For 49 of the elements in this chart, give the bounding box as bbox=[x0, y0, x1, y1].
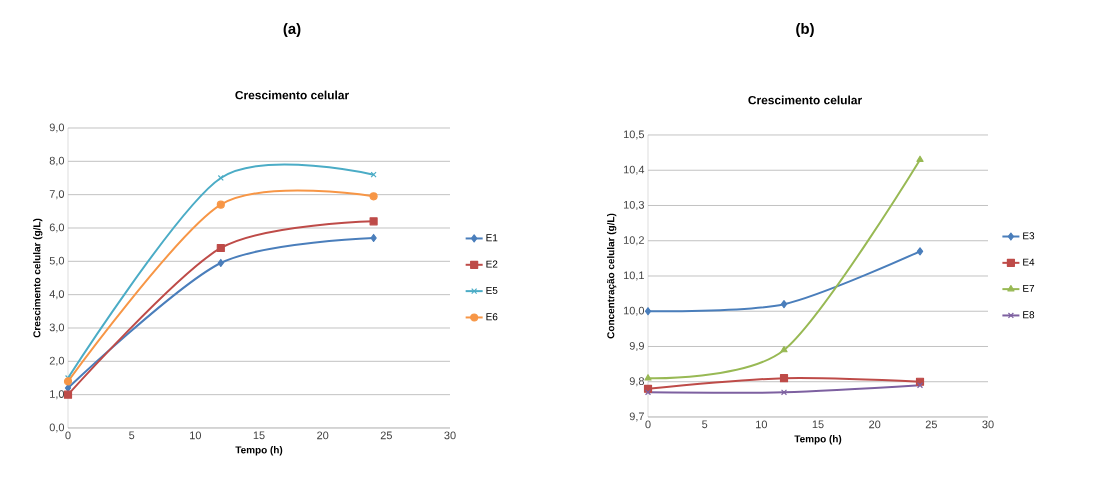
chart-title: (b) bbox=[796, 23, 814, 37]
y-tick-label: 7,0 bbox=[49, 190, 65, 200]
x-tick-label: 20 bbox=[317, 431, 329, 440]
y-tick-label: 10,0 bbox=[623, 306, 645, 316]
y-tick-label: 8,0 bbox=[49, 156, 65, 166]
y-tick-label: 3,0 bbox=[49, 323, 65, 333]
x-tick-label: 25 bbox=[925, 420, 937, 429]
y-tick-label: 10,2 bbox=[623, 236, 644, 246]
y-tick-label: 1,0 bbox=[50, 390, 65, 400]
y-tick-label: 9,0 bbox=[49, 123, 65, 133]
x-tick-label: 0 bbox=[645, 420, 651, 429]
x-tick-label: 30 bbox=[444, 431, 456, 440]
legend-label: E2 bbox=[486, 260, 498, 268]
y-tick-label: 2,0 bbox=[49, 356, 65, 366]
y-tick-label: 6,0 bbox=[49, 223, 65, 233]
legend-label: E3 bbox=[1023, 232, 1035, 240]
legend-label: E4 bbox=[1023, 258, 1035, 266]
chart-subtitle: Crescimento celular bbox=[235, 90, 349, 100]
x-tick-label: 0 bbox=[65, 431, 71, 440]
y-tick-label: 0,0 bbox=[49, 423, 65, 433]
x-tick-label: 15 bbox=[253, 431, 265, 440]
chart-title: (a) bbox=[283, 23, 301, 37]
legend-label: E8 bbox=[1023, 311, 1035, 319]
y-tick-label: 10,1 bbox=[623, 271, 644, 281]
x-tick-label: 10 bbox=[756, 420, 767, 429]
x-tick-label: 5 bbox=[129, 431, 135, 440]
y-tick-label: 9,7 bbox=[629, 412, 644, 422]
y-tick-label: 5,0 bbox=[49, 256, 65, 266]
x-axis-title: Tempo (h) bbox=[794, 435, 842, 445]
y-axis-title: Crescimento celular (g/L) bbox=[33, 218, 43, 338]
legend-label: E5 bbox=[486, 286, 498, 294]
x-tick-label: 10 bbox=[190, 431, 201, 440]
x-tick-label: 25 bbox=[380, 431, 392, 440]
legend-label: E7 bbox=[1023, 284, 1035, 292]
y-tick-label: 9,8 bbox=[629, 377, 645, 387]
x-tick-label: 15 bbox=[812, 420, 824, 429]
chart-subtitle: Crescimento celular bbox=[748, 95, 862, 105]
x-axis-title: Tempo (h) bbox=[235, 446, 283, 456]
x-tick-label: 30 bbox=[982, 420, 994, 429]
y-tick-label: 10,3 bbox=[623, 200, 645, 211]
y-tick-label: 10,5 bbox=[623, 130, 645, 140]
x-tick-label: 20 bbox=[869, 420, 881, 429]
y-axis-title: Concentração celular (g/L) bbox=[606, 213, 617, 339]
y-tick-label: 4,0 bbox=[49, 290, 65, 300]
y-tick-label: 9,9 bbox=[629, 341, 644, 352]
legend-label: E1 bbox=[486, 234, 498, 242]
y-tick-label: 10,4 bbox=[623, 165, 645, 175]
legend-label: E6 bbox=[486, 313, 498, 321]
x-tick-label: 5 bbox=[702, 420, 708, 429]
